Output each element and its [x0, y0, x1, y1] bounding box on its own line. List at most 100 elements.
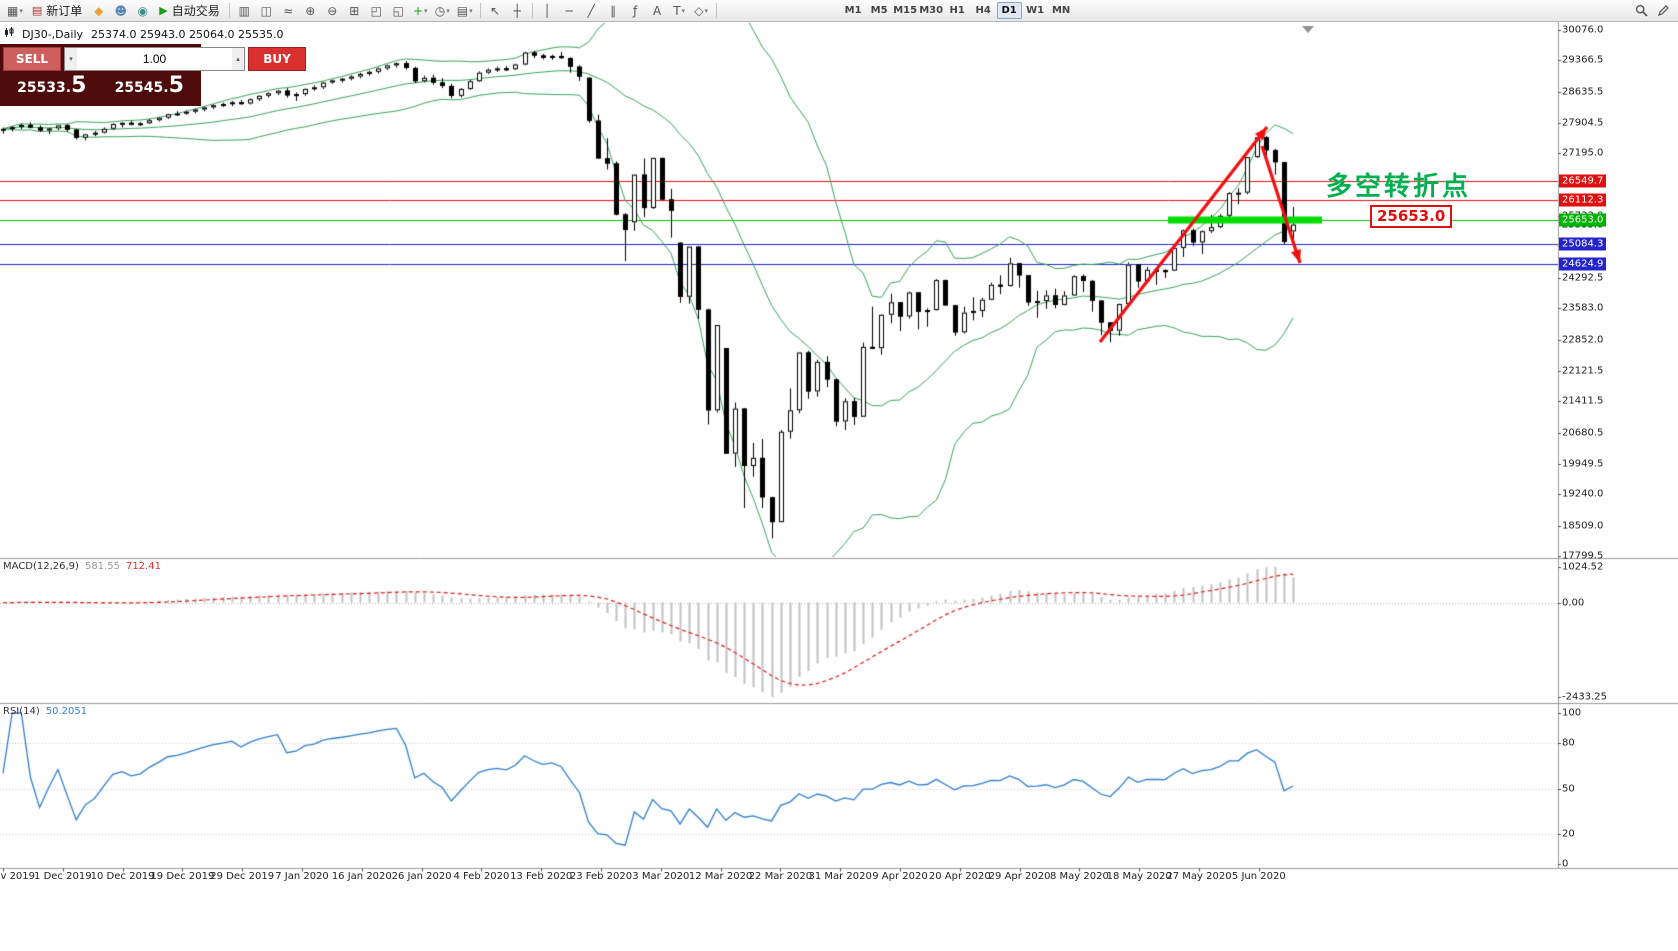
time-axis-label: 5 Jun 2020 [1231, 871, 1286, 882]
price-axis-tick: 20680.5 [1562, 427, 1604, 439]
macd-axis-label: 0.00 [1562, 597, 1585, 609]
timeframe-m30[interactable]: M30 [919, 5, 944, 16]
sell-price[interactable]: 25533. 5 [17, 73, 87, 98]
auto-trading-button[interactable]: ▶ 自动交易 [159, 4, 220, 18]
buy-price[interactable]: 25545. 5 [114, 73, 184, 98]
templates-icon[interactable]: ▤ ▾ [456, 3, 473, 18]
timeframe-d1[interactable]: D1 [996, 2, 1022, 19]
label-icon[interactable]: T ▾ [673, 3, 686, 18]
buy-button[interactable]: BUY [248, 47, 306, 71]
price-axis-tick: 18509.0 [1562, 520, 1604, 532]
price-axis-tick: 29366.5 [1562, 54, 1604, 66]
cursor-icon[interactable]: ↖ [490, 3, 501, 18]
time-axis-label: 12 Mar 2020 [688, 871, 753, 882]
trendline-icon[interactable]: ╱ [587, 3, 595, 18]
time-axis-label: 29 Dec 2019 [210, 871, 275, 882]
price-axis-tick: 30076.0 [1562, 24, 1604, 36]
price-axis-tick: 27195.0 [1562, 147, 1604, 159]
price-axis-tick: 19240.0 [1562, 488, 1604, 500]
time-axis-label: 29 Apr 2020 [988, 871, 1051, 882]
profile-icon[interactable]: ☻ [114, 3, 128, 18]
timeframe-h4[interactable]: H4 [975, 5, 991, 16]
tile-windows-icon[interactable]: ⊞ [349, 3, 360, 18]
symbol-name: DJ30-,Daily [22, 27, 84, 41]
channel-icon[interactable]: ∥ [610, 3, 617, 18]
line-chart-icon[interactable]: ≈ [283, 3, 294, 18]
time-axis-label: 18 May 2020 [1106, 871, 1172, 882]
zoom-out-icon[interactable]: ⊖ [327, 3, 338, 18]
shapes-icon[interactable]: ◇ ▾ [694, 3, 708, 18]
time-axis-label: 23 Feb 2020 [569, 871, 633, 882]
rsi-axis-label: 0 [1562, 858, 1569, 870]
time-axis-label: 1 Dec 2019 [34, 871, 92, 882]
text-icon[interactable]: A [653, 3, 662, 18]
rsi-indicator-label: RSI(14) 50.2051 [3, 706, 88, 717]
volume-stepper: ▾ ▴ [64, 47, 245, 71]
pencil-icon[interactable] [1653, 2, 1674, 20]
volume-increment-button[interactable]: ▴ [232, 48, 244, 70]
price-axis-tick: 21411.5 [1562, 395, 1604, 407]
symbol-row: DJ30-,Daily 25374.0 25943.0 25064.0 2553… [4, 27, 283, 41]
toolbar-separator [479, 3, 481, 18]
time-axis-label: 26 Jan 2020 [391, 871, 452, 882]
time-axis-label: 7 Jan 2020 [275, 871, 329, 882]
cascade-windows-icon[interactable]: ◰ [370, 3, 382, 18]
time-axis-label: 16 Jan 2020 [331, 871, 392, 882]
rsi-axis-label: 100 [1562, 707, 1582, 719]
price-line-badge: 25084.3 [1559, 237, 1607, 251]
gold-chart-icon[interactable]: ◆ [94, 3, 104, 18]
rsi-axis-label: 50 [1562, 783, 1575, 794]
timeframe-m5[interactable]: M5 [870, 5, 888, 16]
timeframe-group: M1 M5 M15 M30 H1 H4 D1 W1 MN [841, 2, 1074, 19]
macd-axis-label: -2433.25 [1562, 691, 1607, 703]
candlestick-chart-icon[interactable]: ◫ [260, 3, 272, 18]
chart-icon [4, 27, 14, 41]
time-axis-label: 31 Mar 2020 [808, 871, 872, 882]
horizontal-line-icon[interactable]: ─ [565, 3, 573, 18]
periods-icon[interactable]: ◷ ▾ [434, 3, 450, 18]
rsi-axis-label: 20 [1562, 828, 1575, 840]
volume-decrement-button[interactable]: ▾ [65, 48, 77, 70]
search-icon[interactable] [1631, 2, 1652, 20]
price-axis-tick: 22121.5 [1562, 365, 1604, 377]
toolbar-separator [531, 3, 533, 18]
time-axis-label: 8 May 2020 [1049, 871, 1109, 882]
crosshair-icon[interactable]: ┼ [513, 3, 521, 18]
macd-indicator-label: MACD(12,26,9) 581.55 712.41 [3, 561, 161, 572]
community-icon[interactable]: ◉ [137, 3, 149, 18]
rsi-axis-label: 80 [1562, 737, 1575, 749]
time-axis-label: 4 Feb 2020 [453, 871, 510, 882]
time-axis-label: 19 Dec 2019 [150, 871, 215, 882]
volume-input[interactable] [77, 48, 232, 70]
symbol-ohlc: 25374.0 25943.0 25064.0 25535.0 [91, 27, 284, 41]
arrange-windows-icon[interactable]: ◱ [392, 3, 404, 18]
price-line-badge: 25653.0 [1559, 213, 1607, 226]
zoom-in-icon[interactable]: ⊕ [305, 3, 316, 18]
time-axis-label: 27 May 2020 [1166, 871, 1232, 882]
price-axis-tick: 22852.0 [1562, 334, 1604, 346]
bar-chart-icon[interactable]: ▥ [238, 3, 250, 18]
price-line-badge: 26549.7 [1559, 174, 1607, 188]
price-axis-tick: 17799.5 [1562, 550, 1604, 562]
sell-button[interactable]: SELL [3, 47, 61, 71]
turning-point-annotation: 多空转折点 [1326, 172, 1472, 202]
timeframe-h1[interactable]: H1 [949, 5, 965, 16]
indicators-icon[interactable]: + ▾ [412, 3, 428, 18]
timeframe-m1[interactable]: M1 [844, 5, 862, 16]
price-level-annotation: 25653.0 [1370, 205, 1453, 228]
timeframe-mn[interactable]: MN [1051, 5, 1071, 16]
time-axis-label: 22 Mar 2020 [748, 871, 813, 882]
toolbar-separator [715, 3, 717, 18]
timeframe-m15[interactable]: M15 [893, 5, 918, 16]
price-axis-tick: 23583.0 [1562, 302, 1604, 314]
price-line-badge: 24624.9 [1559, 257, 1607, 271]
timeframe-w1[interactable]: W1 [1026, 5, 1045, 16]
time-axis-label: 13 Feb 2020 [510, 871, 573, 882]
vertical-line-icon[interactable]: │ [543, 3, 551, 18]
new-chart-icon[interactable]: ▦ ▾ [7, 3, 23, 18]
new-order-button[interactable]: ▤ 新订单 [31, 4, 83, 18]
fibonacci-icon[interactable]: ƒ [633, 3, 638, 18]
price-axis-tick: 24292.5 [1562, 272, 1604, 284]
